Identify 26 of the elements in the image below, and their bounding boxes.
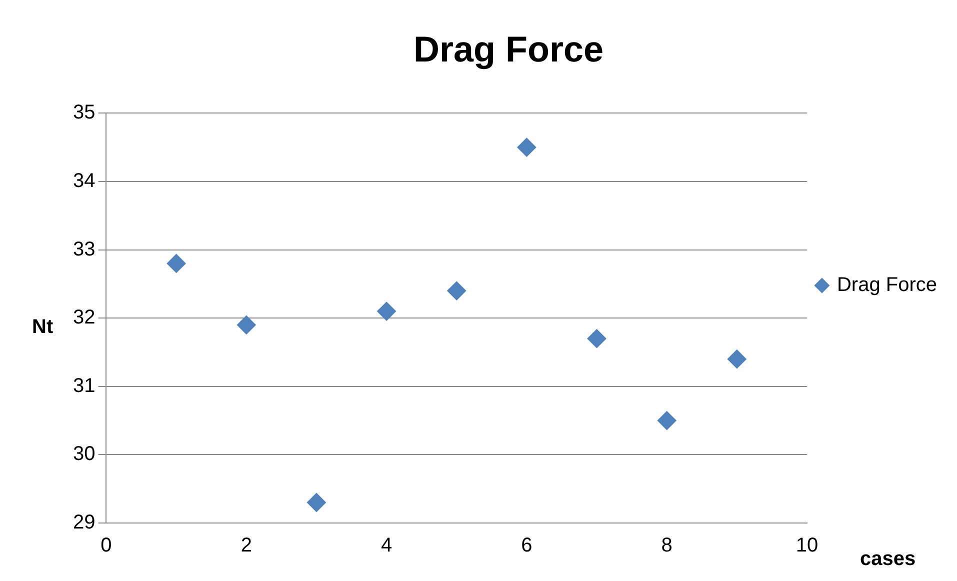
point (377, 302, 396, 321)
y-tick-label: 34 (72, 170, 96, 192)
point (236, 315, 256, 334)
y-tick-label: 35 (72, 102, 96, 124)
point (517, 138, 536, 157)
y-tick-label: 31 (72, 374, 96, 397)
x-tick-label: 0 (100, 534, 112, 557)
y-tick-label: 33 (72, 238, 96, 260)
x-tick-label: 6 (521, 534, 532, 557)
point (166, 254, 186, 273)
y-axis-title: Nt (32, 316, 54, 339)
point (727, 350, 746, 369)
legend-label: Drag Force (836, 274, 937, 296)
y-tick-label: 30 (72, 443, 96, 466)
x-tick-label: 2 (240, 534, 252, 557)
point (657, 411, 676, 430)
x-tick-label: 10 (796, 534, 818, 557)
y-tick-label: 32 (72, 306, 96, 329)
point (306, 493, 326, 512)
x-axis-title: cases (860, 548, 916, 571)
x-tick-label: 8 (661, 534, 672, 557)
chart-title: Drag Force (413, 28, 604, 70)
x-tick-label: 4 (380, 534, 392, 557)
point (587, 329, 606, 348)
point (447, 281, 466, 300)
y-tick-label: 29 (72, 512, 96, 534)
